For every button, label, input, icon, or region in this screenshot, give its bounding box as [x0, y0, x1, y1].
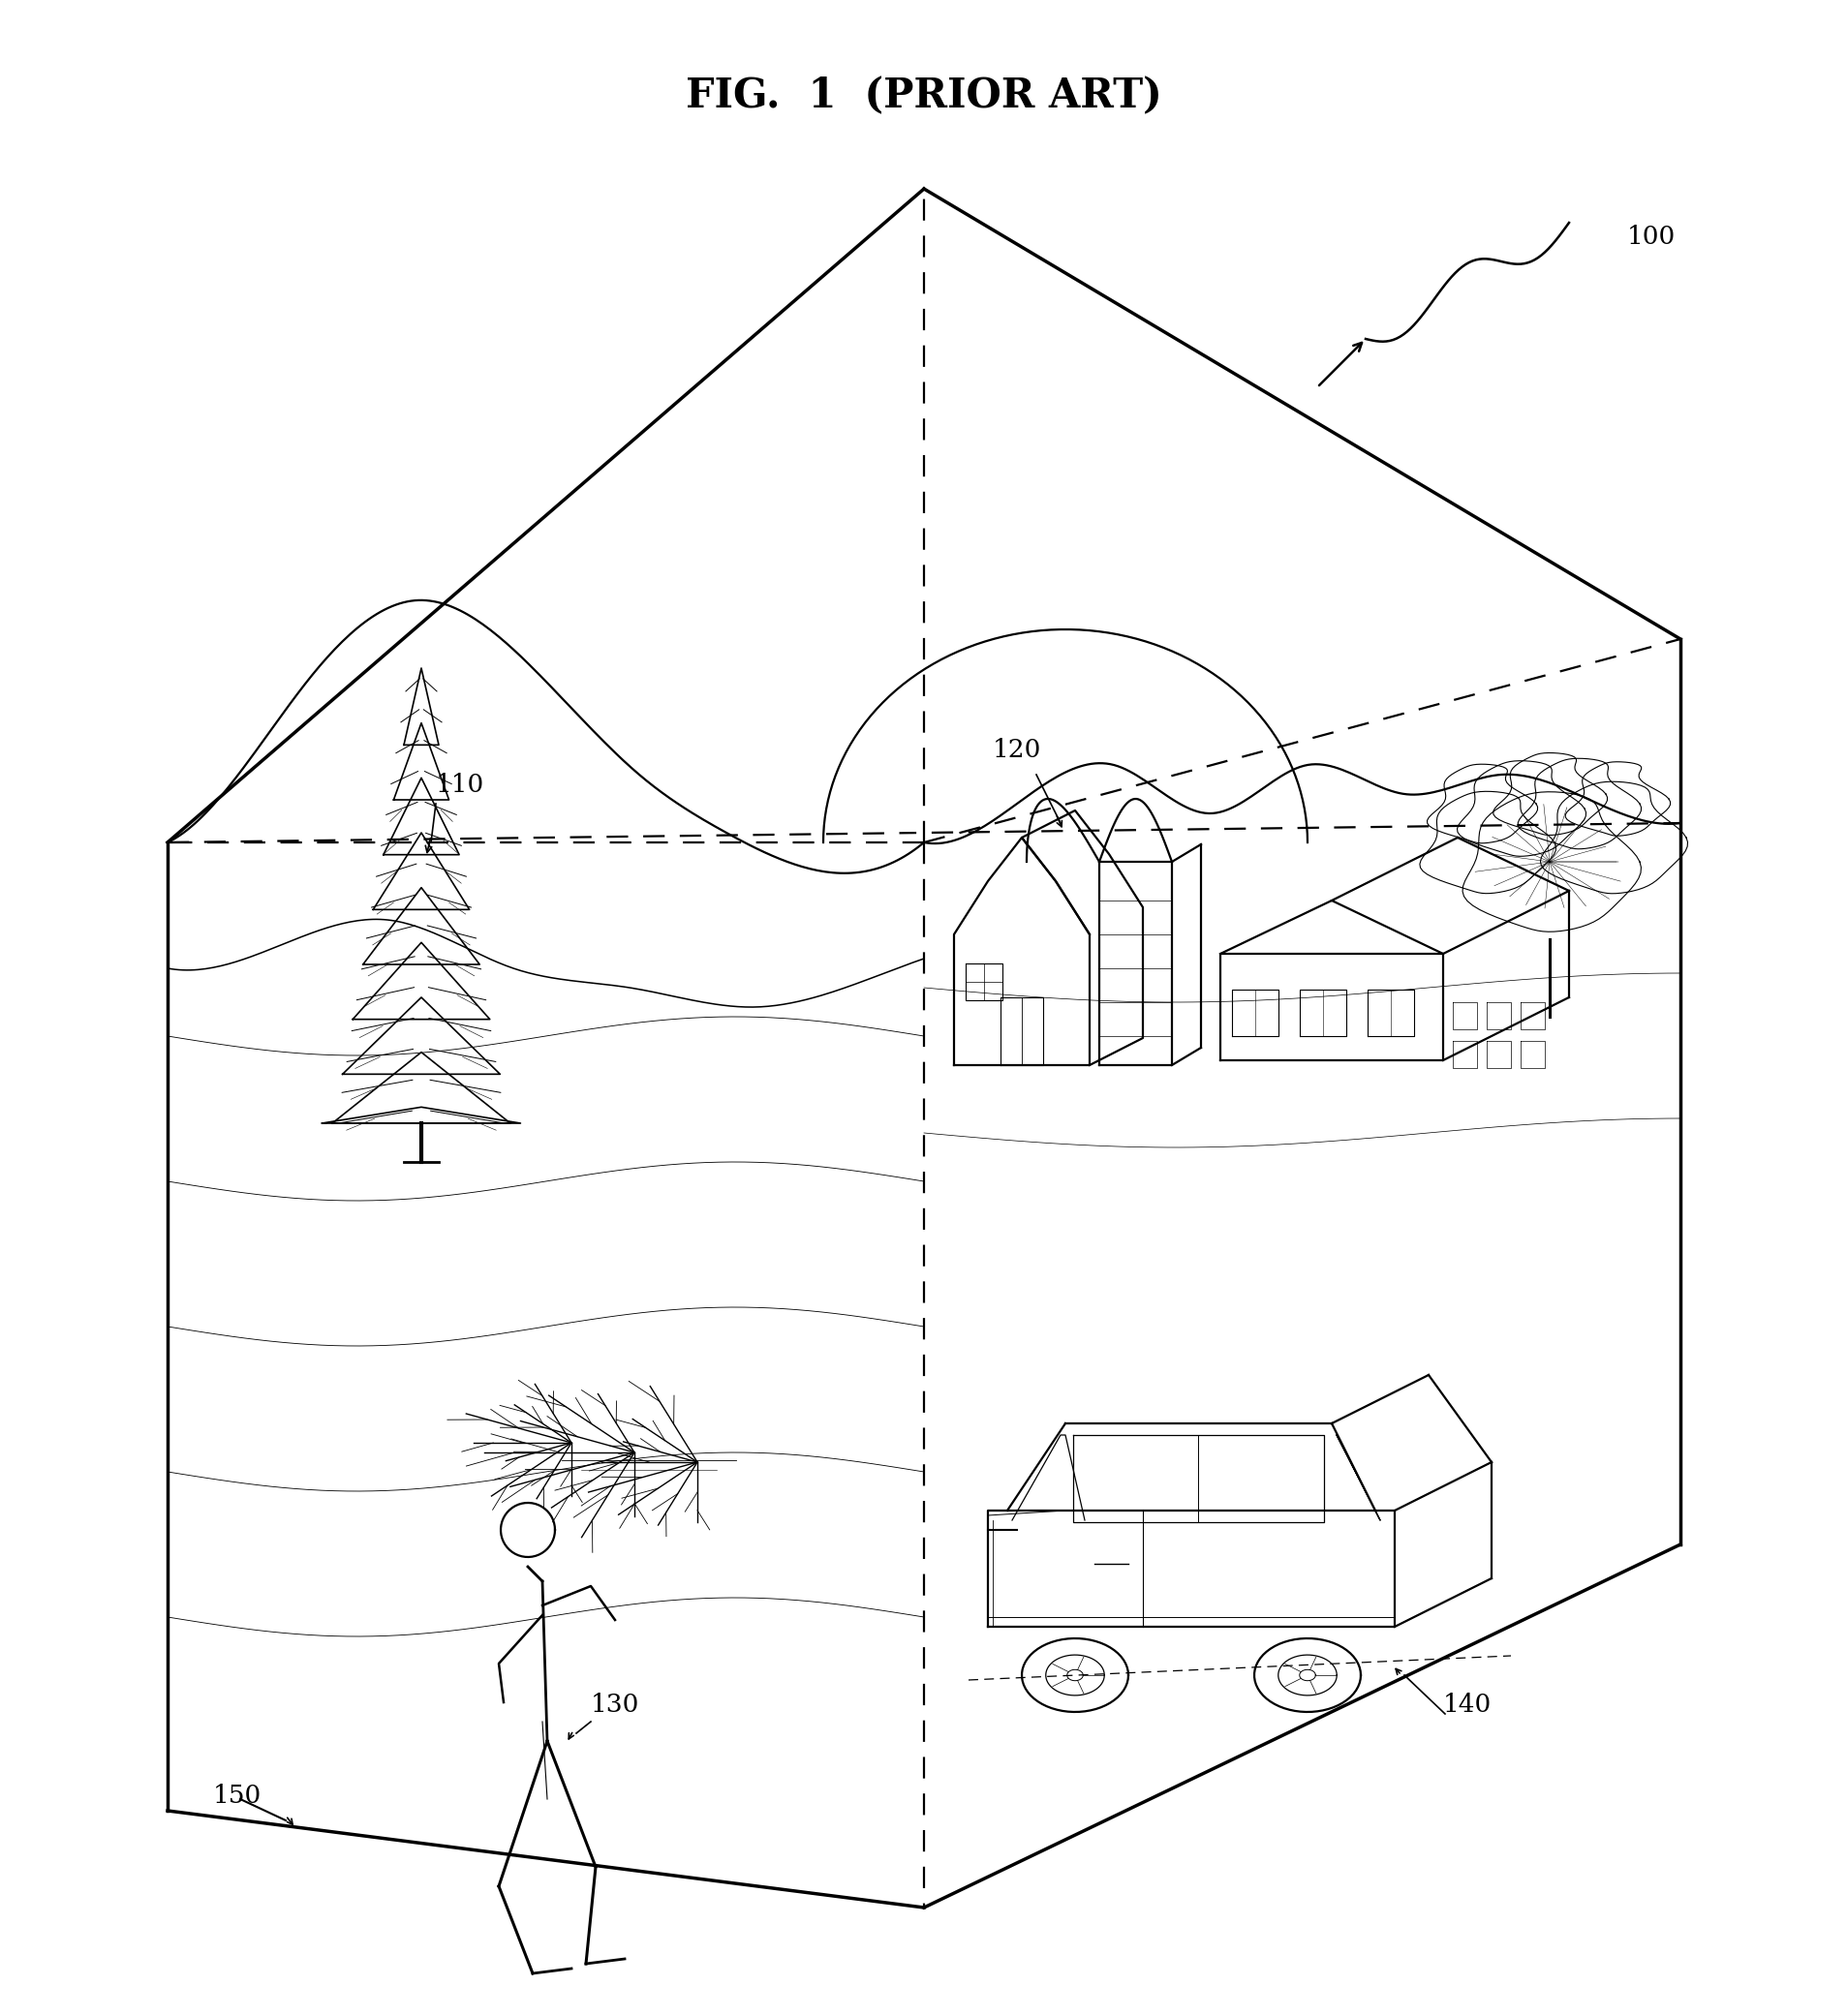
Text: 130: 130	[591, 1691, 639, 1716]
Text: FIG.  1  (PRIOR ART): FIG. 1 (PRIOR ART)	[685, 75, 1162, 117]
Text: 150: 150	[212, 1784, 262, 1808]
Text: 110: 110	[436, 772, 484, 796]
Text: 100: 100	[1627, 226, 1675, 250]
Text: 120: 120	[992, 738, 1042, 762]
Text: 140: 140	[1443, 1691, 1491, 1716]
